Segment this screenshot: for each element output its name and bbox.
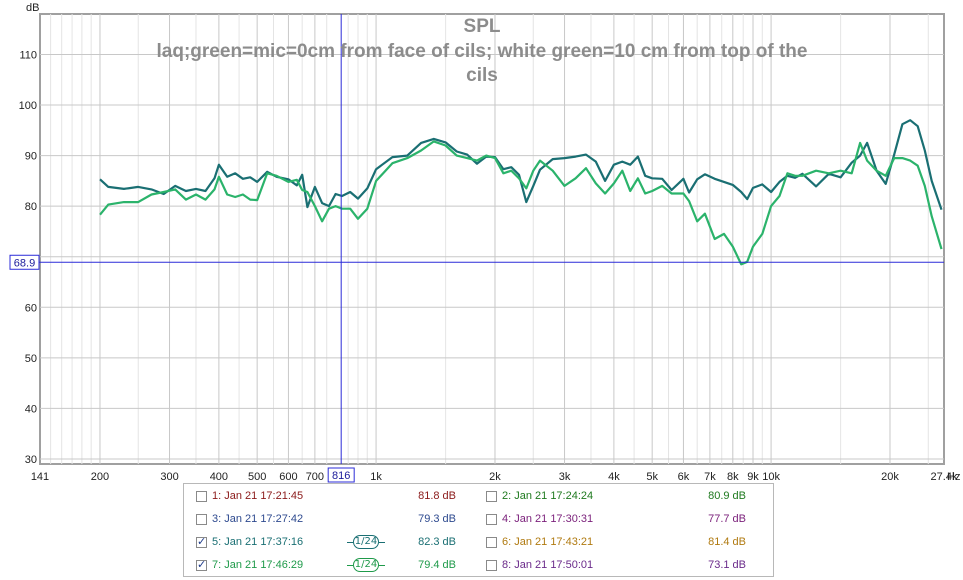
cursor-layer: 68.9 816 xyxy=(9,14,944,483)
cursor-y-box[interactable] xyxy=(9,254,40,270)
legend-label: 3: Jan 21 17:27:42 xyxy=(212,513,304,525)
legend-label: 5: Jan 21 17:37:16 xyxy=(212,536,304,548)
series-line-2 xyxy=(99,140,943,266)
x-tick-label: 6k xyxy=(678,471,690,483)
legend-value: 79.4 dB xyxy=(418,559,456,571)
legend-value: 77.7 dB xyxy=(708,513,746,525)
plot-frame xyxy=(39,13,945,465)
x-tick-label: 4k xyxy=(608,471,620,483)
x-tick-label: 5k xyxy=(646,471,658,483)
legend-entry: 2: Jan 21 17:24:24 80.9 dB xyxy=(184,488,773,506)
legend-checkbox[interactable] xyxy=(486,560,497,571)
title-layer: SPL laq;green=mic=0cm from face of cils;… xyxy=(26,2,960,483)
legend-label: 4: Jan 21 17:30:31 xyxy=(502,513,594,525)
x-tick-label: 9k xyxy=(747,471,759,483)
legend-label: 2: Jan 21 17:24:24 xyxy=(502,490,594,502)
legend-checkbox[interactable] xyxy=(196,558,207,571)
x-tick-label: 400 xyxy=(210,471,228,483)
y-tick-label: 100 xyxy=(19,100,37,112)
measurement-legend: 1: Jan 21 17:21:45 81.8 dB 2: Jan 21 17:24… xyxy=(183,483,774,577)
legend-entry: 8: Jan 21 17:50:01 73.1 dB xyxy=(184,557,773,575)
cursor-x-box[interactable] xyxy=(327,467,355,483)
chart-subtitle-line-1: laq;green=mic=0cm from face of cils; whi… xyxy=(157,41,808,62)
legend-checkbox[interactable] xyxy=(196,491,207,502)
legend-checkbox[interactable] xyxy=(486,491,497,502)
legend-label: 7: Jan 21 17:46:29 xyxy=(212,559,304,571)
x-tick-label: 600 xyxy=(279,471,297,483)
x-tick-label: 2k xyxy=(489,471,501,483)
cursor-x-readout: 816 xyxy=(332,470,350,482)
legend-checkbox[interactable] xyxy=(196,514,207,525)
grid-layer xyxy=(39,13,945,465)
x-tick-label: 200 xyxy=(91,471,109,483)
x-tick-label: 7k xyxy=(704,471,716,483)
cursor-y-readout: 68.9 xyxy=(14,257,35,269)
smoothing-badge[interactable]: 1/24 xyxy=(347,558,385,572)
y-tick-label: 90 xyxy=(25,151,37,163)
legend-value: 80.9 dB xyxy=(708,490,746,502)
legend-entry: 1: Jan 21 17:21:45 81.8 dB xyxy=(184,488,773,506)
y-tick-label: 40 xyxy=(25,403,37,415)
legend-label: 6: Jan 21 17:43:21 xyxy=(502,536,594,548)
x-tick-label: 27.4k xyxy=(931,471,958,483)
smoothing-badge[interactable]: 1/24 xyxy=(347,535,385,549)
x-tick-label: 20k xyxy=(881,471,899,483)
y-tick-label: 50 xyxy=(25,353,37,365)
x-tick-label: 700 xyxy=(306,471,324,483)
chart-subtitle-line-2: cils xyxy=(466,65,498,86)
legend-entry: 7: Jan 21 17:46:29 1/24 79.4 dB xyxy=(184,557,773,575)
legend-label: 8: Jan 21 17:50:01 xyxy=(502,559,594,571)
x-tick-label: 8k xyxy=(727,471,739,483)
y-tick-label: 30 xyxy=(25,454,37,466)
legend-entry: 6: Jan 21 17:43:21 81.4 dB xyxy=(184,534,773,552)
y-axis-label: dB xyxy=(26,2,39,14)
legend-checkbox[interactable] xyxy=(196,535,207,548)
x-tick-label: 500 xyxy=(248,471,266,483)
x-axis-label: Hz xyxy=(947,471,960,483)
x-tick-label: 3k xyxy=(559,471,571,483)
x-tick-label: 1k xyxy=(370,471,382,483)
legend-value: 82.3 dB xyxy=(418,536,456,548)
series-layer xyxy=(99,119,943,266)
legend-checkbox[interactable] xyxy=(486,537,497,548)
x-tick-label: 141 xyxy=(31,471,49,483)
chart-title: SPL xyxy=(464,16,501,37)
x-tick-label: 300 xyxy=(160,471,178,483)
legend-entry: 3: Jan 21 17:27:42 79.3 dB xyxy=(184,511,773,529)
x-tick-label: 10k xyxy=(762,471,780,483)
legend-value: 81.8 dB xyxy=(418,490,456,502)
legend-label: 1: Jan 21 17:21:45 xyxy=(212,490,304,502)
legend-entry: 5: Jan 21 17:37:16 1/24 82.3 dB xyxy=(184,534,773,552)
legend-checkbox[interactable] xyxy=(486,514,497,525)
legend-entry: 4: Jan 21 17:30:31 77.7 dB xyxy=(184,511,773,529)
y-tick-label: 80 xyxy=(25,201,37,213)
legend-value: 79.3 dB xyxy=(418,513,456,525)
y-tick-label: 60 xyxy=(25,302,37,314)
legend-value: 73.1 dB xyxy=(708,559,746,571)
axis-layer: 30 40 50 60 80 90 100 110 141 200 300 400 500 600 700 1… xyxy=(19,49,958,483)
y-tick-label: 110 xyxy=(19,49,37,61)
legend-value: 81.4 dB xyxy=(708,536,746,548)
